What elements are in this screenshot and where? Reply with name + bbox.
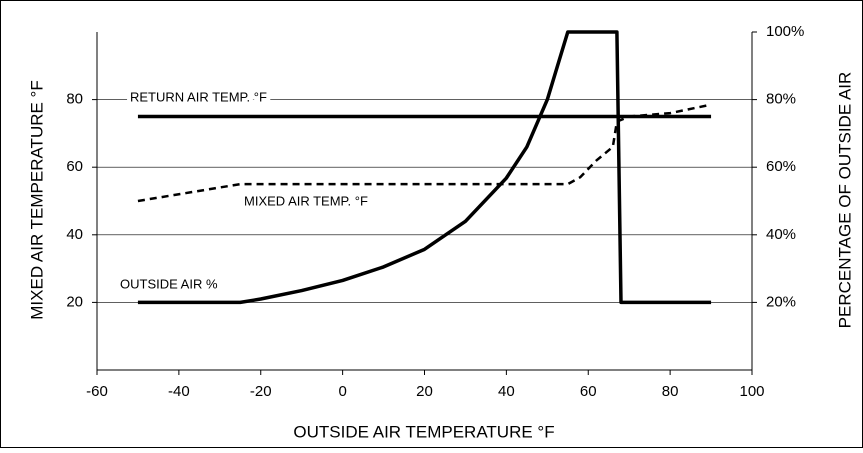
y2-tick-label: 60% [766,158,796,175]
y-axis-label: MIXED AIR TEMPERATURE °F [27,80,46,319]
annotation: RETURN AIR TEMP. °F [130,89,267,104]
x-tick-label: 60 [580,383,597,400]
y-tick-label: 60 [66,158,83,175]
y2-axis-label: PERCENTAGE OF OUTSIDE AIR [835,72,854,329]
y2-tick-label: 20% [766,293,796,310]
y-tick-label: 20 [66,293,83,310]
x-tick-label: 40 [498,383,515,400]
x-tick-label: 0 [338,383,346,400]
x-axis-label: OUTSIDE AIR TEMPERATURE °F [293,422,554,441]
y2-tick-label: 80% [766,91,796,108]
x-tick-label: -60 [86,383,108,400]
annotation: MIXED AIR TEMP. °F [244,193,368,208]
x-tick-label: -40 [168,383,190,400]
annotation: OUTSIDE AIR % [120,276,218,291]
line-series [137,103,712,203]
x-tick-label: 80 [662,383,679,400]
x-tick-label: -20 [250,383,272,400]
y2-tick-label: 100% [766,23,804,40]
y-tick-label: 80 [66,91,83,108]
y2-tick-label: 40% [766,226,796,243]
line-series [137,30,712,305]
y-tick-label: 40 [66,226,83,243]
x-tick-label: 20 [416,383,433,400]
x-tick-label: 100 [739,383,764,400]
